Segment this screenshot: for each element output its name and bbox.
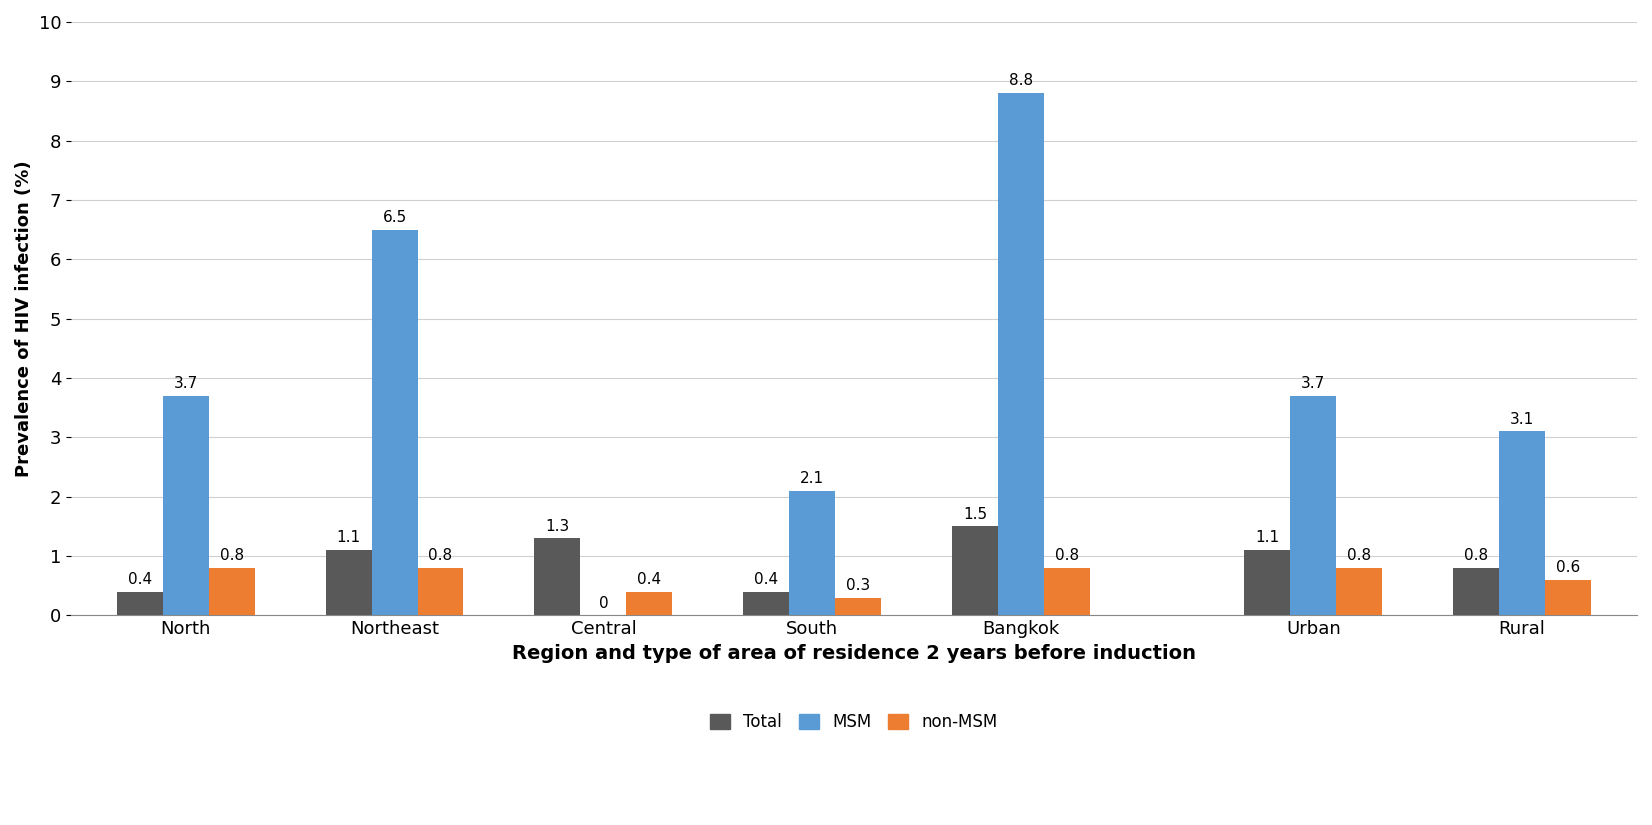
Text: 2.1: 2.1 — [800, 471, 824, 486]
Text: 0.8: 0.8 — [1056, 548, 1079, 563]
Bar — [626, 592, 672, 615]
Bar — [743, 592, 790, 615]
Text: 3.1: 3.1 — [1510, 412, 1535, 427]
Legend: Total, MSM, non-MSM: Total, MSM, non-MSM — [704, 707, 1004, 738]
Bar — [1336, 568, 1383, 615]
Bar — [1498, 431, 1545, 615]
Bar — [372, 229, 418, 615]
Text: 0.8: 0.8 — [220, 548, 244, 563]
Bar — [418, 568, 464, 615]
Bar — [535, 538, 580, 615]
Text: 0.3: 0.3 — [846, 578, 871, 593]
Text: 1.1: 1.1 — [1256, 530, 1279, 545]
Bar — [1290, 396, 1336, 615]
Bar — [1244, 550, 1290, 615]
Bar — [1545, 580, 1591, 615]
Bar — [325, 550, 372, 615]
Text: 3.7: 3.7 — [173, 376, 198, 391]
Bar — [1044, 568, 1090, 615]
Bar — [836, 597, 881, 615]
Text: 0.4: 0.4 — [127, 572, 152, 587]
Text: 8.8: 8.8 — [1009, 73, 1032, 88]
Text: 0.4: 0.4 — [638, 572, 661, 587]
Text: 1.3: 1.3 — [545, 518, 570, 534]
Text: 1.1: 1.1 — [337, 530, 360, 545]
Text: 0.8: 0.8 — [1464, 548, 1488, 563]
Text: 0: 0 — [598, 596, 608, 610]
Bar — [790, 491, 836, 615]
Text: 1.5: 1.5 — [963, 507, 988, 521]
Bar — [1454, 568, 1498, 615]
Bar — [117, 592, 164, 615]
Text: 0.8: 0.8 — [428, 548, 453, 563]
Bar — [952, 526, 998, 615]
Text: 0.8: 0.8 — [1348, 548, 1371, 563]
Bar — [208, 568, 254, 615]
Text: 3.7: 3.7 — [1302, 376, 1325, 391]
Y-axis label: Prevalence of HIV infection (%): Prevalence of HIV infection (%) — [15, 160, 33, 477]
Text: 6.5: 6.5 — [382, 210, 406, 225]
Text: 0.6: 0.6 — [1556, 560, 1581, 575]
Bar — [164, 396, 208, 615]
Text: 0.4: 0.4 — [755, 572, 778, 587]
Bar — [998, 93, 1044, 615]
X-axis label: Region and type of area of residence 2 years before induction: Region and type of area of residence 2 y… — [512, 644, 1196, 662]
